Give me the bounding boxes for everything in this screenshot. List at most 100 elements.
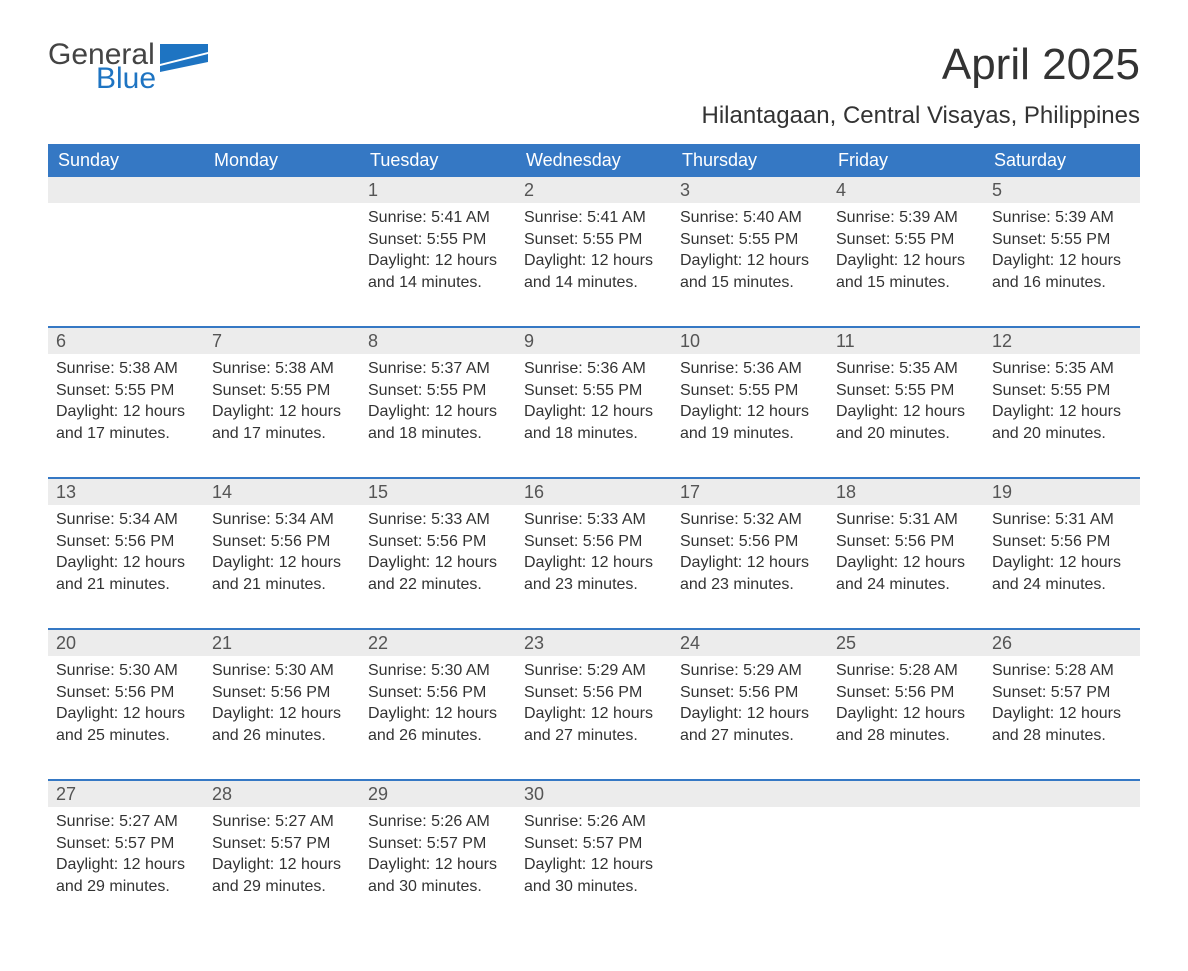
- sunrise-label: Sunrise: 5:27 AM: [212, 811, 352, 833]
- daylight-label-line2: and 25 minutes.: [56, 725, 196, 747]
- daylight-label-line2: and 20 minutes.: [836, 423, 976, 445]
- calendar-body: 12345Sunrise: 5:41 AMSunset: 5:55 PMDayl…: [48, 177, 1140, 931]
- day-number-cell: 17: [672, 479, 828, 505]
- daylight-label-line2: and 21 minutes.: [212, 574, 352, 596]
- sunrise-label: Sunrise: 5:29 AM: [524, 660, 664, 682]
- day-detail-cell: [48, 203, 204, 327]
- logo: General Blue: [48, 40, 208, 94]
- daylight-label-line1: Daylight: 12 hours: [836, 250, 976, 272]
- day-detail-cell: Sunrise: 5:39 AMSunset: 5:55 PMDaylight:…: [828, 203, 984, 327]
- top-bar: General Blue April 2025: [48, 40, 1140, 94]
- sunset-label: Sunset: 5:56 PM: [836, 682, 976, 704]
- weekday-header: Friday: [828, 144, 984, 177]
- sunset-label: Sunset: 5:57 PM: [992, 682, 1132, 704]
- sunset-label: Sunset: 5:56 PM: [680, 531, 820, 553]
- weekday-header: Thursday: [672, 144, 828, 177]
- sunrise-label: Sunrise: 5:30 AM: [212, 660, 352, 682]
- sunset-label: Sunset: 5:55 PM: [56, 380, 196, 402]
- day-detail-cell: Sunrise: 5:32 AMSunset: 5:56 PMDaylight:…: [672, 505, 828, 629]
- daylight-label-line1: Daylight: 12 hours: [992, 552, 1132, 574]
- sunrise-label: Sunrise: 5:30 AM: [368, 660, 508, 682]
- sunrise-label: Sunrise: 5:36 AM: [524, 358, 664, 380]
- day-detail-cell: [672, 807, 828, 931]
- day-detail-cell: Sunrise: 5:38 AMSunset: 5:55 PMDaylight:…: [204, 354, 360, 478]
- daylight-label-line1: Daylight: 12 hours: [524, 854, 664, 876]
- daylight-label-line2: and 19 minutes.: [680, 423, 820, 445]
- daylight-label-line1: Daylight: 12 hours: [212, 401, 352, 423]
- page-title: April 2025: [942, 40, 1140, 90]
- sunrise-label: Sunrise: 5:36 AM: [680, 358, 820, 380]
- day-detail-cell: [204, 203, 360, 327]
- day-number-cell: 30: [516, 781, 672, 807]
- sunset-label: Sunset: 5:56 PM: [56, 531, 196, 553]
- sunset-label: Sunset: 5:56 PM: [212, 531, 352, 553]
- daylight-label-line1: Daylight: 12 hours: [680, 250, 820, 272]
- sunrise-label: Sunrise: 5:28 AM: [836, 660, 976, 682]
- sunrise-label: Sunrise: 5:38 AM: [212, 358, 352, 380]
- daylight-label-line1: Daylight: 12 hours: [524, 250, 664, 272]
- day-number-cell: 26: [984, 630, 1140, 656]
- sunrise-label: Sunrise: 5:26 AM: [524, 811, 664, 833]
- daylight-label-line1: Daylight: 12 hours: [524, 703, 664, 725]
- sunrise-label: Sunrise: 5:41 AM: [368, 207, 508, 229]
- day-detail-cell: Sunrise: 5:36 AMSunset: 5:55 PMDaylight:…: [516, 354, 672, 478]
- day-number-cell: 3: [672, 177, 828, 203]
- day-number-cell: [828, 781, 984, 807]
- sunset-label: Sunset: 5:55 PM: [368, 380, 508, 402]
- sunrise-label: Sunrise: 5:28 AM: [992, 660, 1132, 682]
- day-detail-cell: Sunrise: 5:40 AMSunset: 5:55 PMDaylight:…: [672, 203, 828, 327]
- day-number-cell: 16: [516, 479, 672, 505]
- day-detail-cell: Sunrise: 5:37 AMSunset: 5:55 PMDaylight:…: [360, 354, 516, 478]
- day-number-row: 12345: [48, 177, 1140, 203]
- daylight-label-line2: and 15 minutes.: [680, 272, 820, 294]
- day-detail-cell: Sunrise: 5:36 AMSunset: 5:55 PMDaylight:…: [672, 354, 828, 478]
- sunset-label: Sunset: 5:55 PM: [212, 380, 352, 402]
- day-detail-cell: Sunrise: 5:35 AMSunset: 5:55 PMDaylight:…: [984, 354, 1140, 478]
- calendar-page: General Blue April 2025 Hilantagaan, Cen…: [0, 0, 1188, 971]
- sunrise-label: Sunrise: 5:41 AM: [524, 207, 664, 229]
- day-number-cell: 21: [204, 630, 360, 656]
- day-number-cell: [204, 177, 360, 203]
- day-number-cell: 27: [48, 781, 204, 807]
- daylight-label-line1: Daylight: 12 hours: [680, 703, 820, 725]
- day-detail-cell: Sunrise: 5:27 AMSunset: 5:57 PMDaylight:…: [48, 807, 204, 931]
- day-detail-cell: Sunrise: 5:39 AMSunset: 5:55 PMDaylight:…: [984, 203, 1140, 327]
- daylight-label-line2: and 14 minutes.: [368, 272, 508, 294]
- daylight-label-line1: Daylight: 12 hours: [56, 552, 196, 574]
- sunrise-label: Sunrise: 5:37 AM: [368, 358, 508, 380]
- daylight-label-line2: and 27 minutes.: [524, 725, 664, 747]
- daylight-label-line2: and 23 minutes.: [524, 574, 664, 596]
- sunset-label: Sunset: 5:57 PM: [212, 833, 352, 855]
- weekday-header: Wednesday: [516, 144, 672, 177]
- day-detail-cell: Sunrise: 5:28 AMSunset: 5:57 PMDaylight:…: [984, 656, 1140, 780]
- day-detail-row: Sunrise: 5:34 AMSunset: 5:56 PMDaylight:…: [48, 505, 1140, 629]
- day-number-cell: 15: [360, 479, 516, 505]
- day-number-cell: [48, 177, 204, 203]
- flag-icon: [160, 44, 208, 72]
- day-detail-cell: [984, 807, 1140, 931]
- day-number-row: 27282930: [48, 781, 1140, 807]
- weekday-header: Saturday: [984, 144, 1140, 177]
- day-detail-cell: Sunrise: 5:30 AMSunset: 5:56 PMDaylight:…: [204, 656, 360, 780]
- daylight-label-line1: Daylight: 12 hours: [992, 401, 1132, 423]
- sunset-label: Sunset: 5:56 PM: [836, 531, 976, 553]
- daylight-label-line2: and 18 minutes.: [524, 423, 664, 445]
- daylight-label-line1: Daylight: 12 hours: [56, 703, 196, 725]
- day-number-cell: 13: [48, 479, 204, 505]
- daylight-label-line1: Daylight: 12 hours: [212, 854, 352, 876]
- day-detail-cell: Sunrise: 5:26 AMSunset: 5:57 PMDaylight:…: [516, 807, 672, 931]
- logo-text: General Blue: [48, 40, 156, 94]
- sunset-label: Sunset: 5:55 PM: [524, 380, 664, 402]
- day-number-cell: 2: [516, 177, 672, 203]
- day-number-cell: 7: [204, 328, 360, 354]
- day-number-cell: [672, 781, 828, 807]
- daylight-label-line1: Daylight: 12 hours: [836, 703, 976, 725]
- day-number-cell: 23: [516, 630, 672, 656]
- day-number-cell: 25: [828, 630, 984, 656]
- daylight-label-line1: Daylight: 12 hours: [368, 250, 508, 272]
- day-detail-cell: Sunrise: 5:41 AMSunset: 5:55 PMDaylight:…: [360, 203, 516, 327]
- weekday-header-row: SundayMondayTuesdayWednesdayThursdayFrid…: [48, 144, 1140, 177]
- day-number-cell: 4: [828, 177, 984, 203]
- sunset-label: Sunset: 5:55 PM: [836, 380, 976, 402]
- day-number-cell: 14: [204, 479, 360, 505]
